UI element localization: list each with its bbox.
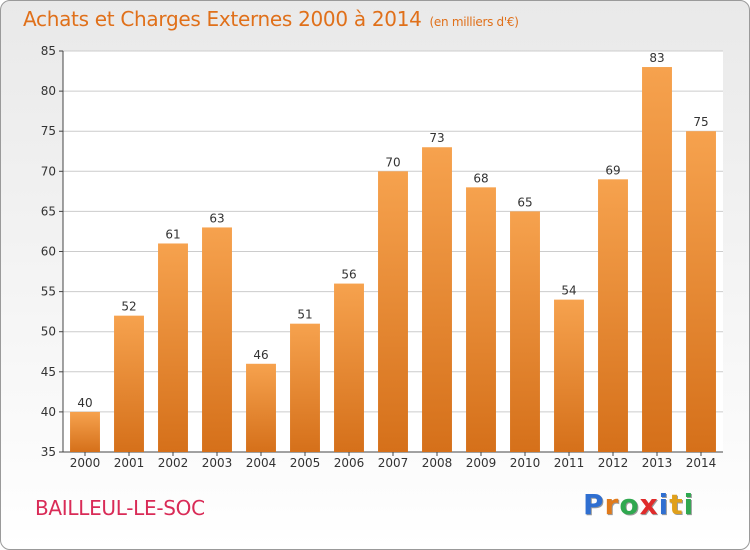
- bar: [598, 179, 628, 452]
- chart-title: Achats et Charges Externes 2000 à 2014 (e…: [23, 7, 519, 31]
- bar: [290, 323, 320, 452]
- data-label: 52: [121, 300, 136, 314]
- data-label: 73: [429, 131, 444, 145]
- proxiti-logo[interactable]: Proxiti: [583, 488, 694, 521]
- bar: [70, 411, 100, 452]
- x-tick-label: 2014: [686, 456, 717, 470]
- y-tick-label: 75: [41, 124, 56, 138]
- bar: [158, 243, 188, 452]
- bar: [686, 131, 716, 452]
- chart-unit: (en milliers d'€): [429, 15, 519, 29]
- logo-letter: o: [619, 488, 640, 521]
- y-tick-label: 35: [41, 445, 56, 459]
- bar: [510, 211, 540, 452]
- y-tick-label: 70: [41, 164, 56, 178]
- x-tick-label: 2012: [598, 456, 629, 470]
- bar: [334, 283, 364, 452]
- data-label: 61: [165, 227, 180, 241]
- commune-name: BAILLEUL-LE-SOC: [35, 496, 205, 520]
- x-tick-label: 2009: [466, 456, 497, 470]
- data-label: 46: [253, 348, 268, 362]
- data-label: 68: [473, 171, 488, 185]
- data-label: 65: [517, 195, 532, 209]
- data-label: 83: [649, 51, 664, 65]
- x-tick-label: 2001: [114, 456, 145, 470]
- y-tick-label: 55: [41, 285, 56, 299]
- y-tick-label: 85: [41, 44, 56, 58]
- data-label: 56: [341, 268, 356, 282]
- chart-title-text: Achats et Charges Externes 2000 à 2014: [23, 7, 422, 31]
- y-tick-label: 60: [41, 245, 56, 259]
- data-label: 69: [605, 163, 620, 177]
- y-tick-label: 45: [41, 365, 56, 379]
- x-tick-label: 2011: [554, 456, 585, 470]
- logo-letter: t: [669, 488, 684, 521]
- bar: [378, 171, 408, 453]
- data-label: 40: [77, 396, 92, 410]
- logo-letter: r: [604, 488, 620, 521]
- x-tick-label: 2007: [378, 456, 409, 470]
- logo-letter: P: [583, 488, 605, 521]
- x-tick-label: 2004: [246, 456, 277, 470]
- logo-letter: x: [639, 488, 659, 521]
- x-tick-label: 2010: [510, 456, 541, 470]
- logo-letter: i: [683, 488, 695, 521]
- bar: [422, 147, 452, 453]
- x-tick-label: 2013: [642, 456, 673, 470]
- y-tick-label: 80: [41, 84, 56, 98]
- y-tick-label: 65: [41, 204, 56, 218]
- x-tick-label: 2003: [202, 456, 233, 470]
- bar: [466, 187, 496, 452]
- bar: [202, 227, 232, 452]
- data-label: 63: [209, 211, 224, 225]
- x-tick-label: 2002: [158, 456, 189, 470]
- data-label: 54: [561, 284, 576, 298]
- bar: [246, 363, 276, 452]
- x-tick-label: 2008: [422, 456, 453, 470]
- logo-letter: i: [658, 488, 670, 521]
- x-tick-label: 2005: [290, 456, 321, 470]
- data-label: 51: [297, 308, 312, 322]
- data-label: 70: [385, 155, 400, 169]
- data-label: 75: [693, 115, 708, 129]
- x-tick-label: 2000: [70, 456, 101, 470]
- bar: [114, 315, 144, 452]
- y-tick-label: 40: [41, 405, 56, 419]
- y-tick-label: 50: [41, 325, 56, 339]
- x-tick-label: 2006: [334, 456, 365, 470]
- bar: [642, 67, 672, 452]
- bar: [554, 299, 584, 452]
